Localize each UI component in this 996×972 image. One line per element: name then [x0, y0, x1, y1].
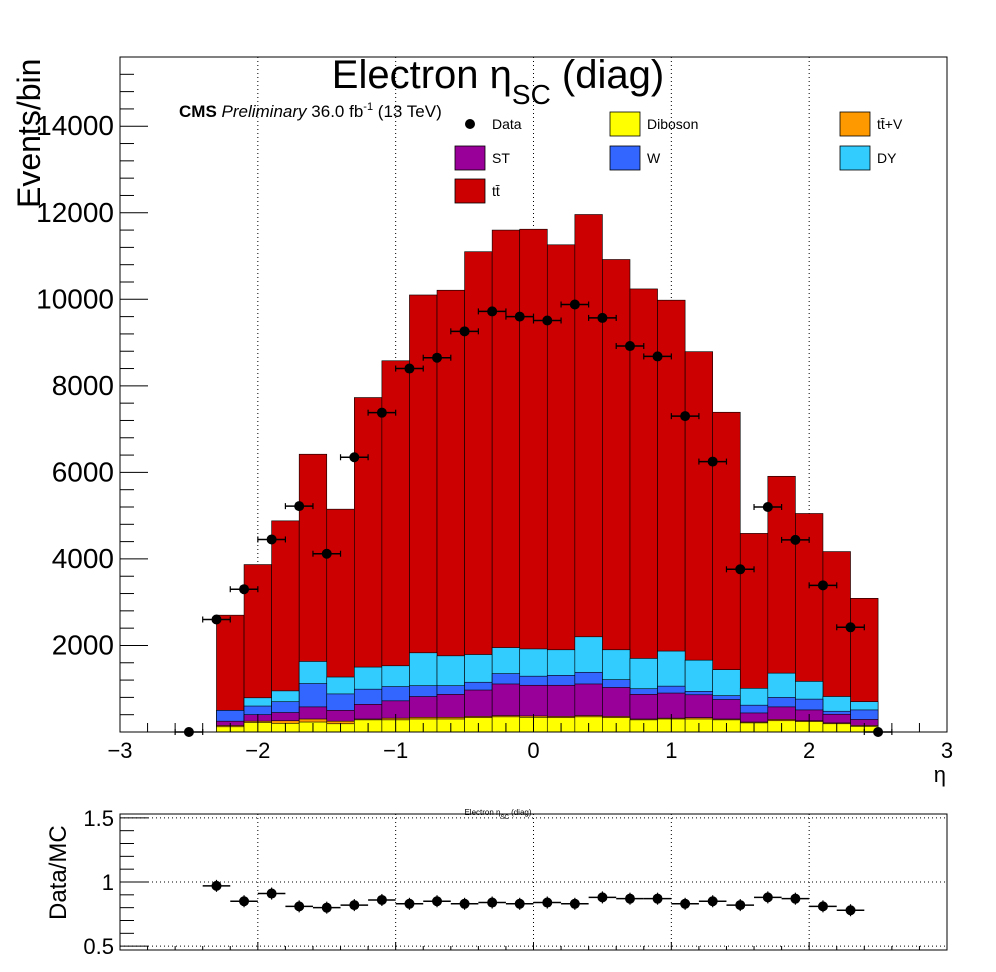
- ratio-point: [569, 898, 580, 909]
- data-point: [266, 534, 277, 545]
- ratio-point: [845, 905, 856, 916]
- ratio-point: [376, 894, 387, 905]
- hist-bar-ttbar: [519, 228, 548, 733]
- ratio-grid: [120, 814, 947, 950]
- x-tick-label: 3: [941, 738, 953, 763]
- ratio-y-tick-label: 0.5: [83, 934, 114, 959]
- x-tick-label: −2: [245, 738, 270, 763]
- ratio-point: [707, 896, 718, 907]
- legend-label: W: [647, 150, 661, 166]
- legend-swatch-Diboson: [609, 111, 641, 137]
- ratio-point: [514, 898, 525, 909]
- data-point: [211, 614, 222, 625]
- ratio-point: [459, 898, 470, 909]
- data-point: [542, 315, 553, 326]
- ratio-points: [202, 879, 865, 917]
- data-point: [459, 326, 470, 337]
- data-point: [680, 411, 691, 422]
- data-point: [735, 564, 746, 575]
- legend-swatch-DY: [839, 145, 871, 171]
- y-tick-label: 4000: [52, 543, 114, 574]
- ratio-point: [349, 900, 360, 911]
- ratio-point: [817, 901, 828, 912]
- data-point: [432, 352, 443, 363]
- main-axes: −3 −2 −1 0 1 2 3 2000 4000 6000 8000 10000 12000 1400…: [36, 56, 953, 763]
- legend-swatch-ttV: [839, 111, 871, 137]
- x-tick-label: 1: [665, 738, 677, 763]
- legend-swatch-ST: [454, 145, 486, 171]
- ratio-point: [652, 893, 663, 904]
- ratio-point: [432, 896, 443, 907]
- data-point: [321, 548, 332, 559]
- data-point: [514, 311, 525, 322]
- x-tick-label: 0: [527, 738, 539, 763]
- ratio-title: Electron ηSC (diag): [464, 808, 531, 821]
- ratio-point: [762, 892, 773, 903]
- legend-swatch-ttbar: [454, 178, 486, 204]
- ratio-point: [211, 880, 222, 891]
- data-point: [790, 534, 801, 545]
- data-point: [624, 341, 635, 352]
- y-tick-label: 12000: [36, 197, 114, 228]
- ratio-point: [404, 898, 415, 909]
- y-tick-label: 14000: [36, 110, 114, 141]
- ratio-point: [294, 901, 305, 912]
- ratio-y-axis-label: Data/MC: [45, 825, 72, 920]
- ratio-axes: 0.5 1 1.5: [83, 806, 948, 959]
- data-point: [652, 351, 663, 362]
- ratio-point: [680, 898, 691, 909]
- ratio-point: [624, 893, 635, 904]
- data-point: [294, 501, 305, 512]
- legend-label: Diboson: [647, 116, 698, 132]
- x-axis-label: η: [934, 762, 946, 787]
- data-point: [569, 299, 580, 310]
- data-point: [376, 407, 387, 418]
- y-tick-label: 6000: [52, 456, 114, 487]
- data-point: [349, 452, 360, 463]
- stacked-histogram: [216, 214, 879, 733]
- legend-label: tt̄+V: [877, 116, 903, 132]
- legend: Data Diboson tt̄+V ST W DY tt̄: [454, 111, 903, 204]
- data-points: [174, 299, 893, 737]
- data-point: [487, 306, 498, 317]
- y-tick-label: 2000: [52, 629, 114, 660]
- legend-label: DY: [877, 150, 897, 166]
- data-point: [707, 456, 718, 467]
- x-tick-label: 2: [803, 738, 815, 763]
- legend-label: Data: [492, 116, 522, 132]
- main-grid: [257, 57, 810, 732]
- ratio-point: [266, 888, 277, 899]
- ratio-y-tick-label: 1.5: [83, 806, 114, 831]
- ratio-point: [487, 897, 498, 908]
- ratio-point: [321, 902, 332, 913]
- y-tick-label: 8000: [52, 370, 114, 401]
- ratio-point: [735, 900, 746, 911]
- ratio-point: [239, 896, 250, 907]
- ratio-point: [597, 892, 608, 903]
- data-point: [597, 312, 608, 323]
- legend-label: ST: [492, 150, 510, 166]
- legend-label: tt̄: [492, 183, 500, 199]
- y-axis-label: Events/bin: [11, 59, 47, 208]
- ratio-point: [542, 897, 553, 908]
- x-tick-label: −1: [383, 738, 408, 763]
- data-point: [404, 363, 415, 374]
- data-point: [845, 622, 856, 633]
- ratio-y-tick-label: 1: [102, 870, 114, 895]
- y-tick-label: 10000: [36, 283, 114, 314]
- ratio-point: [790, 893, 801, 904]
- data-point: [817, 580, 828, 591]
- data-point: [239, 584, 250, 595]
- cms-label: CMS Preliminary 36.0 fb-1 (13 TeV): [179, 101, 442, 121]
- chart-title: Electron ηSC (diag): [332, 53, 664, 110]
- x-tick-label: −3: [107, 738, 132, 763]
- legend-swatch-W: [609, 145, 641, 171]
- data-point: [762, 502, 773, 512]
- legend-marker-data: [465, 119, 475, 129]
